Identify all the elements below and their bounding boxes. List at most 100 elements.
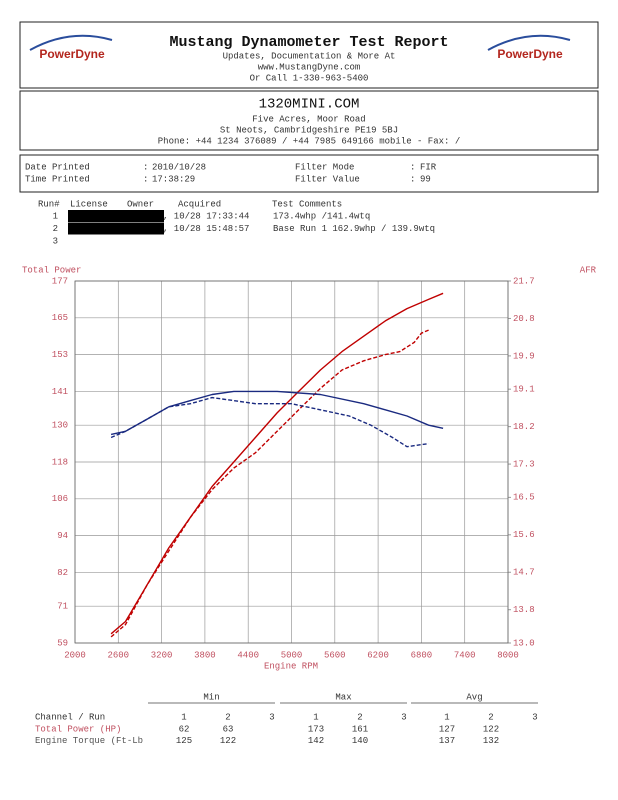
series-line bbox=[110, 396, 429, 448]
x-tick-label: 2600 bbox=[107, 650, 129, 660]
y-tick-label: 177 bbox=[52, 276, 68, 286]
info-label: Filter Mode bbox=[295, 162, 354, 172]
stats-value: 125 bbox=[176, 736, 192, 746]
stats-value: 62 bbox=[179, 724, 190, 734]
x-tick-label: 3200 bbox=[151, 650, 173, 660]
stats-value: 161 bbox=[352, 724, 368, 734]
runs-column-header: Test Comments bbox=[272, 199, 342, 209]
y-tick-label: 141 bbox=[52, 387, 68, 397]
header-line: Updates, Documentation & More At bbox=[223, 51, 396, 61]
stats-value: 140 bbox=[352, 736, 368, 746]
info-value: 17:38:29 bbox=[152, 174, 195, 184]
y2-tick-label: 13.8 bbox=[513, 605, 535, 615]
y2-tick-label: 14.7 bbox=[513, 568, 535, 578]
stats-group: Min bbox=[203, 692, 219, 702]
stats-value: 127 bbox=[439, 724, 455, 734]
run-number: 1 bbox=[53, 211, 58, 221]
stats-run: 3 bbox=[269, 712, 274, 722]
x-tick-label: 8000 bbox=[497, 650, 519, 660]
info-separator: : bbox=[143, 174, 148, 184]
stats-value: 132 bbox=[483, 736, 499, 746]
redaction bbox=[68, 210, 164, 222]
stats-run: 3 bbox=[401, 712, 406, 722]
header-line: Or Call 1-330-963-5400 bbox=[250, 73, 369, 83]
header-box bbox=[19, 21, 599, 89]
y2-tick-label: 19.9 bbox=[513, 351, 535, 361]
y2-tick-label: 19.1 bbox=[513, 385, 535, 395]
shop-line: St Neots, Cambridgeshire PE19 5BJ bbox=[220, 125, 398, 135]
stats-run: 1 bbox=[313, 712, 318, 722]
logo-right: PowerDyne bbox=[487, 34, 571, 61]
stats-run: 1 bbox=[444, 712, 449, 722]
stats-row-label: Total Power (HP) bbox=[35, 724, 121, 734]
stats-row-header: Channel / Run bbox=[35, 712, 105, 722]
y-tick-label: 130 bbox=[52, 421, 68, 431]
stats-value: 142 bbox=[308, 736, 324, 746]
x-axis-label: Engine RPM bbox=[264, 661, 318, 671]
y-tick-label: 82 bbox=[57, 568, 68, 578]
logo-text: PowerDyne bbox=[39, 47, 105, 61]
y-axis-label: Total Power bbox=[22, 265, 81, 275]
plot-frame bbox=[74, 280, 509, 644]
shop-box bbox=[19, 90, 599, 151]
logo-swoosh bbox=[29, 34, 113, 51]
x-tick-label: 3800 bbox=[194, 650, 216, 660]
series-line bbox=[110, 329, 429, 638]
info-label: Time Printed bbox=[25, 174, 90, 184]
x-tick-label: 2000 bbox=[64, 650, 86, 660]
y2-tick-label: 16.5 bbox=[513, 493, 535, 503]
y2-tick-label: 18.2 bbox=[513, 422, 535, 432]
x-tick-label: 7400 bbox=[454, 650, 476, 660]
stats-run: 3 bbox=[532, 712, 537, 722]
y-tick-label: 59 bbox=[57, 638, 68, 648]
runs-column-header: License bbox=[70, 199, 108, 209]
y2-tick-label: 20.8 bbox=[513, 314, 535, 324]
y2-tick-label: 13.0 bbox=[513, 638, 535, 648]
stats-value: 122 bbox=[483, 724, 499, 734]
info-separator: : bbox=[410, 162, 415, 172]
info-value: FIR bbox=[420, 162, 437, 172]
redaction bbox=[68, 222, 164, 235]
x-tick-label: 6800 bbox=[411, 650, 433, 660]
info-separator: : bbox=[143, 162, 148, 172]
stats-value: 122 bbox=[220, 736, 236, 746]
run-acquired: , 10/28 15:48:57 bbox=[163, 224, 249, 234]
run-comments: Base Run 1 162.9whp / 139.9wtq bbox=[273, 224, 435, 234]
y2-tick-label: 17.3 bbox=[513, 459, 535, 469]
y2-tick-label: 15.6 bbox=[513, 530, 535, 540]
report-title: Mustang Dynamometer Test Report bbox=[169, 34, 448, 51]
y-tick-label: 118 bbox=[52, 457, 68, 467]
info-value: 99 bbox=[420, 174, 431, 184]
info-separator: : bbox=[410, 174, 415, 184]
x-tick-label: 5600 bbox=[324, 650, 346, 660]
run-number: 2 bbox=[53, 224, 58, 234]
stats-run: 1 bbox=[181, 712, 186, 722]
runs-column-header: Owner bbox=[127, 199, 154, 209]
y-tick-label: 153 bbox=[52, 350, 68, 360]
info-value: 2010/10/28 bbox=[152, 162, 206, 172]
shop-line: Five Acres, Moor Road bbox=[252, 114, 365, 124]
stats-run: 2 bbox=[357, 712, 362, 722]
header-line: www.MustangDyne.com bbox=[258, 62, 361, 72]
run-comments: 173.4whp /141.4wtq bbox=[273, 211, 370, 221]
stats-run: 2 bbox=[488, 712, 493, 722]
y-tick-label: 94 bbox=[57, 531, 68, 541]
logo-text: PowerDyne bbox=[497, 47, 563, 61]
stats-run: 2 bbox=[225, 712, 230, 722]
stats-value: 63 bbox=[223, 724, 234, 734]
stats-row-label: Engine Torque (Ft-Lb bbox=[35, 736, 143, 746]
runs-column-header: Run# bbox=[38, 199, 60, 209]
run-acquired: , 10/28 17:33:44 bbox=[163, 211, 249, 221]
stats-group: Avg bbox=[466, 692, 482, 702]
y2-tick-label: 21.7 bbox=[513, 276, 535, 286]
x-tick-label: 5000 bbox=[281, 650, 303, 660]
logo-swoosh bbox=[487, 34, 571, 51]
shop-line: Phone: +44 1234 376089 / +44 7985 649166… bbox=[158, 136, 460, 146]
stats-value: 137 bbox=[439, 736, 455, 746]
info-label: Filter Value bbox=[295, 174, 360, 184]
y-tick-label: 106 bbox=[52, 494, 68, 504]
series-line bbox=[110, 292, 444, 635]
x-tick-label: 6200 bbox=[367, 650, 389, 660]
y-tick-label: 165 bbox=[52, 313, 68, 323]
